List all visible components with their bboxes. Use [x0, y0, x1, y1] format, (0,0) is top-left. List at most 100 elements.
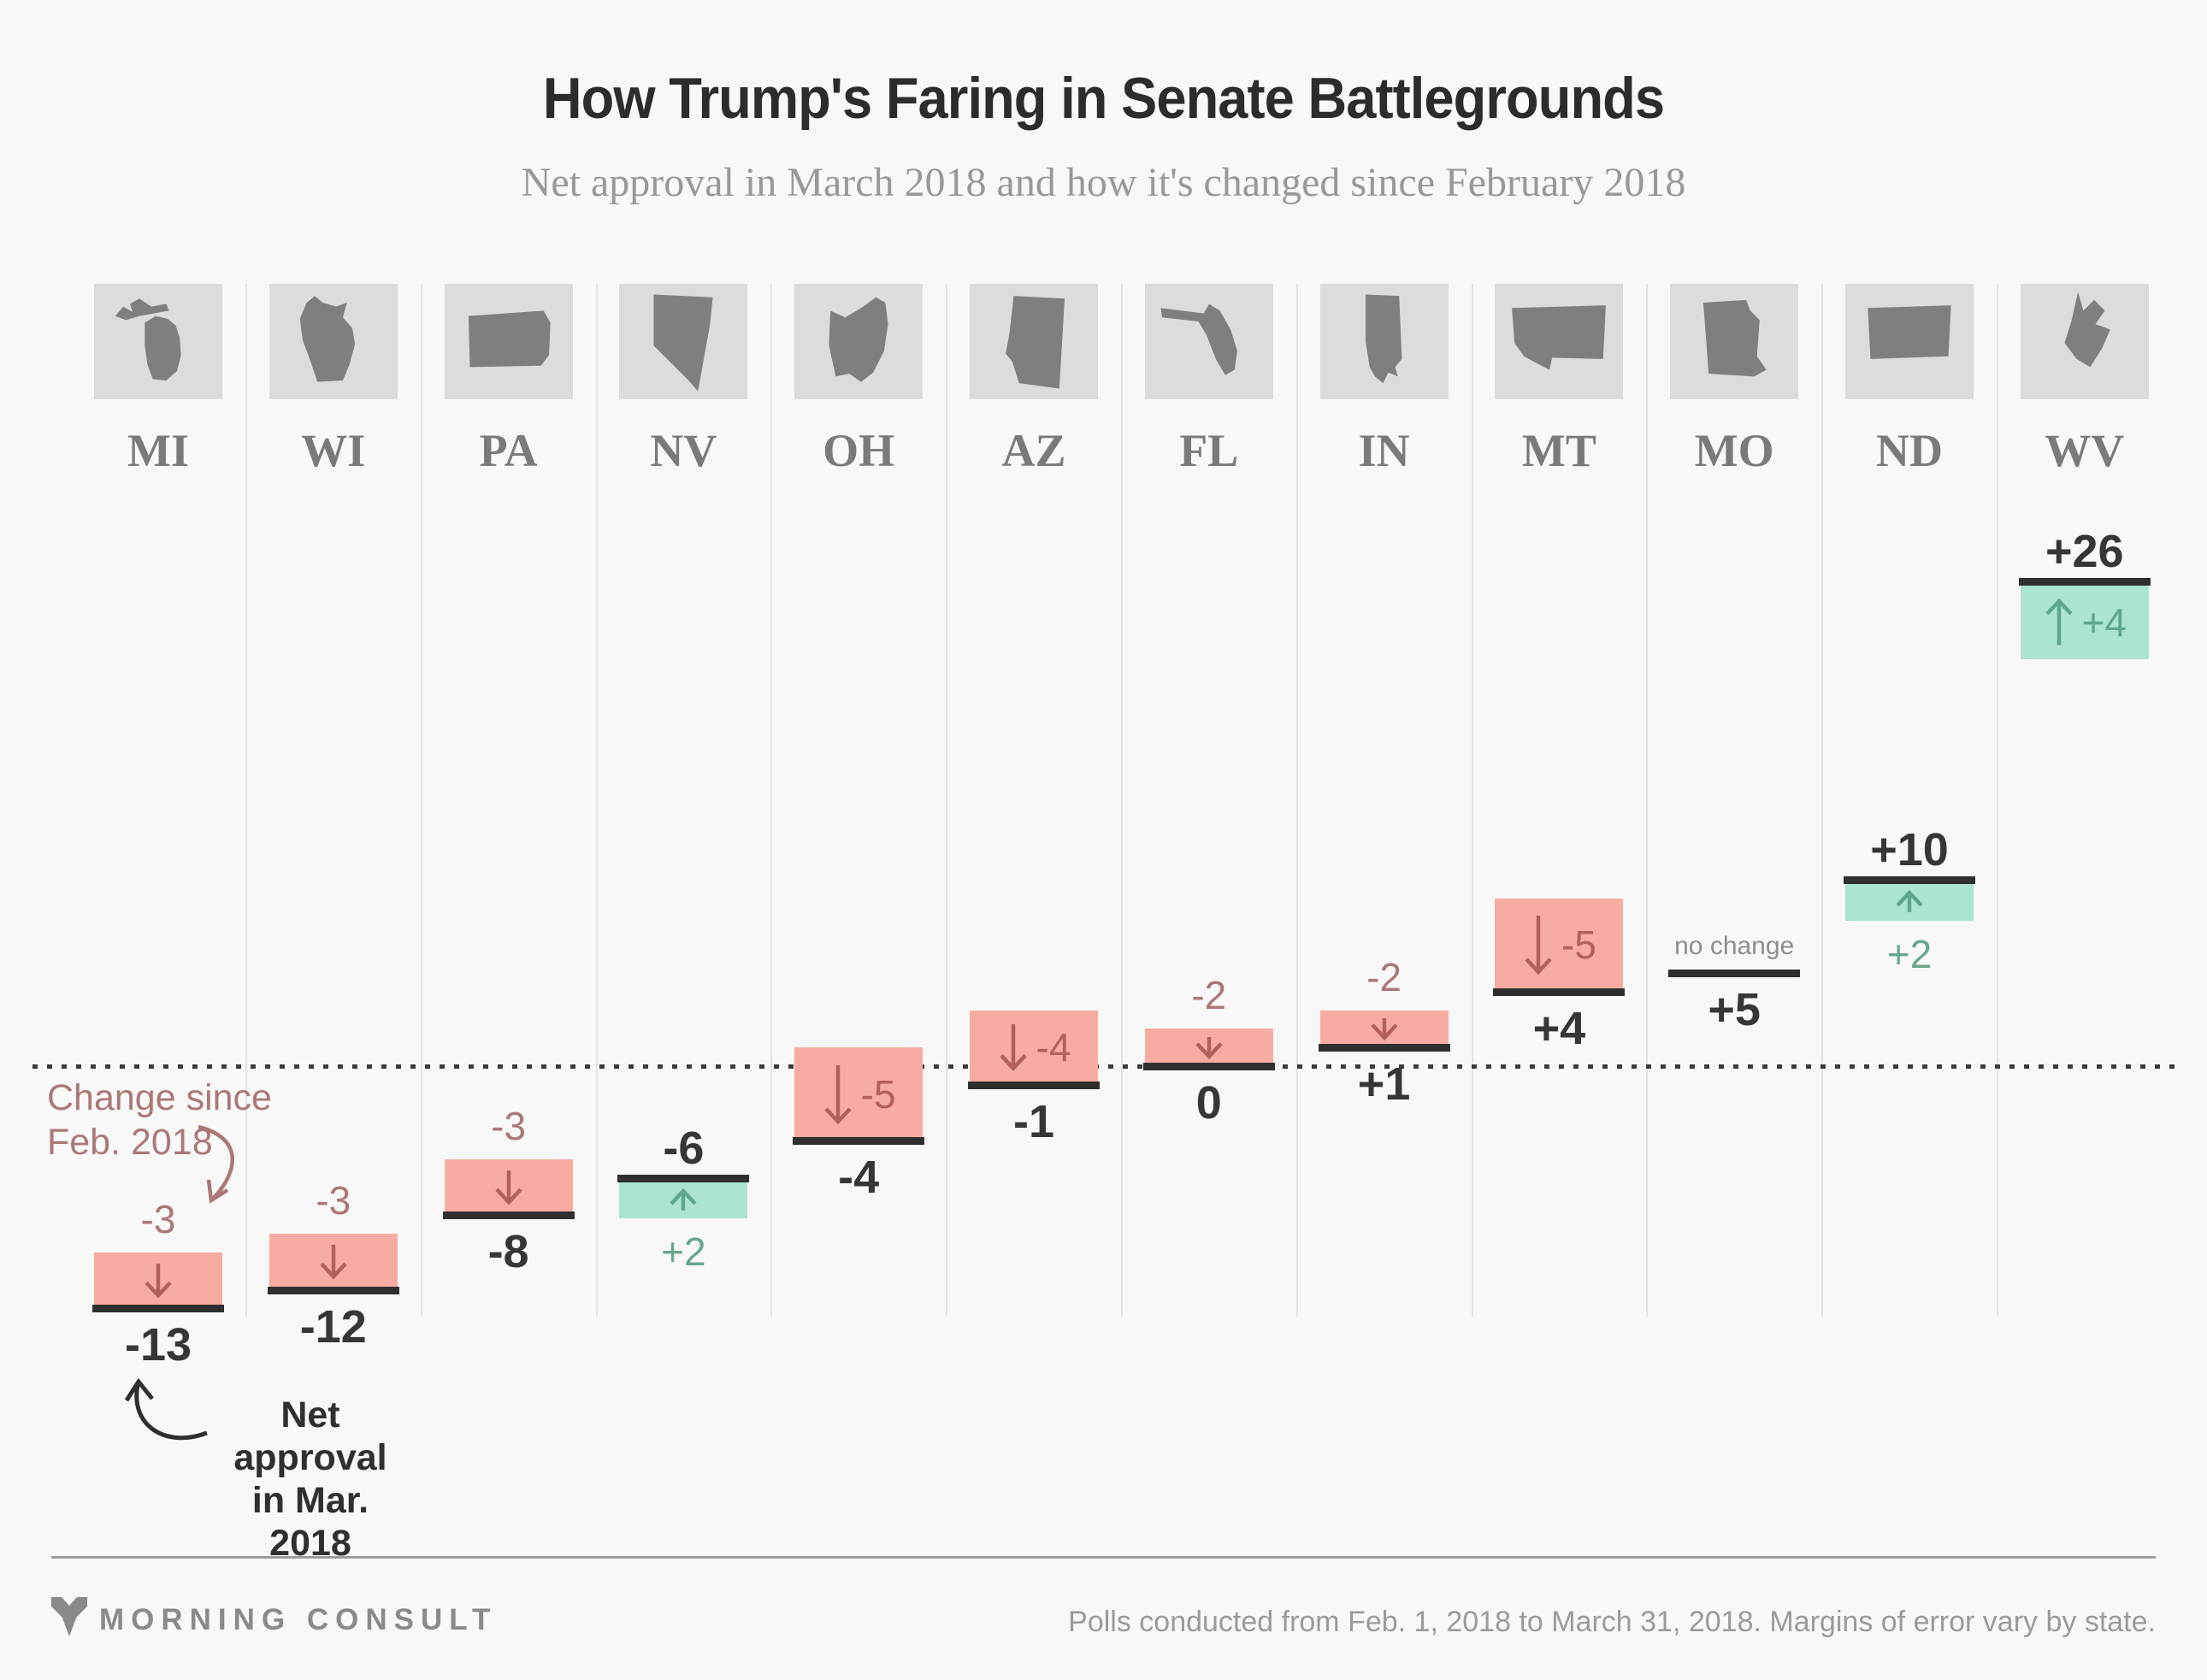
net-approval-line — [2018, 578, 2151, 587]
down-arrow-icon — [824, 1064, 852, 1124]
net-approval-value: -6 — [663, 1122, 705, 1174]
change-bar — [1845, 883, 1974, 921]
michigan-outline — [115, 298, 181, 381]
net-approval-value: -1 — [1012, 1095, 1054, 1147]
brand-name: MORNING CONSULT — [99, 1603, 498, 1636]
indiana-outline — [1365, 294, 1402, 384]
west-virginia-outline — [2064, 292, 2110, 368]
net-approval-value: -12 — [299, 1300, 367, 1353]
source-note: Polls conducted from Feb. 1, 2018 to Mar… — [1068, 1606, 2156, 1638]
column-gridline — [1471, 284, 1473, 1317]
net-approval-value: 0 — [1195, 1077, 1222, 1129]
up-arrow-icon — [2045, 598, 2073, 645]
column-gridline — [946, 284, 948, 1317]
net-approval-line — [92, 1305, 224, 1313]
up-arrow-icon — [1896, 890, 1923, 913]
montana-outline — [1512, 305, 1607, 370]
change-bar — [619, 1181, 748, 1219]
down-arrow-icon — [1525, 916, 1552, 976]
state-icon-mi — [94, 284, 222, 399]
column-gridline — [595, 284, 598, 1317]
column-gridline — [1121, 284, 1123, 1317]
change-bar — [1319, 1010, 1449, 1048]
column-gridline — [770, 284, 773, 1317]
change-value: -4 — [1036, 1025, 1071, 1070]
state-icon-az — [970, 284, 1098, 399]
state-icon-mt — [1495, 284, 1624, 399]
change-value: +4 — [2081, 599, 2127, 645]
up-arrow-icon — [670, 1188, 698, 1211]
net-approval-line — [442, 1211, 575, 1220]
net-approval-value: -4 — [838, 1152, 880, 1204]
net-approval-line — [968, 1081, 1100, 1089]
state-icon-nd — [1845, 284, 1974, 399]
change-bar: -5 — [794, 1047, 924, 1141]
column-gridline — [1295, 284, 1298, 1317]
change-bar: -5 — [1495, 898, 1624, 992]
state-abbr-label: ND — [1876, 425, 1943, 476]
down-arrow-icon — [320, 1245, 347, 1280]
change-bar — [444, 1159, 573, 1216]
state-icon-wi — [268, 284, 398, 399]
florida-outline — [1160, 304, 1237, 375]
column-gridline — [420, 284, 422, 1317]
state-abbr-label: PA — [479, 425, 538, 476]
column-gridline — [245, 284, 247, 1317]
down-arrow-icon — [494, 1170, 522, 1205]
state-icon-nv — [619, 284, 748, 399]
change-bar — [268, 1234, 398, 1290]
net-approval-value: -13 — [124, 1319, 192, 1371]
state-abbr-label: NV — [650, 425, 717, 476]
state-abbr-label: MT — [1521, 425, 1596, 476]
net-approval-line — [1668, 970, 1801, 977]
net-approval-value: +10 — [1870, 824, 1949, 875]
net-approval-line — [793, 1137, 925, 1146]
change-value: +2 — [661, 1229, 706, 1275]
column-gridline — [1646, 284, 1649, 1317]
state-icon-wv — [2020, 284, 2149, 399]
change-value: +2 — [1886, 931, 1933, 976]
change-value: -5 — [1561, 923, 1596, 968]
nevada-outline — [653, 294, 713, 392]
state-abbr-label: IN — [1358, 425, 1410, 476]
change-value: -3 — [316, 1178, 351, 1223]
chart-title: How Trump's Faring in Senate Battlegroun… — [542, 66, 1665, 131]
down-arrow-icon — [1195, 1036, 1223, 1059]
no-change-label: no change — [1674, 932, 1795, 960]
zero-line — [32, 1064, 2175, 1069]
net-approval-value: +1 — [1357, 1058, 1411, 1111]
change-value: -3 — [140, 1197, 176, 1241]
net-approval-value: +26 — [2045, 526, 2124, 578]
down-arrow-icon — [1370, 1018, 1398, 1041]
change-annotation-line1: Change since — [47, 1077, 272, 1118]
down-arrow-icon — [145, 1264, 172, 1299]
change-annotation-line2: Feb. 2018 — [47, 1122, 213, 1163]
arizona-outline — [1006, 296, 1065, 389]
state-icon-mo — [1670, 284, 1799, 399]
change-bar — [94, 1253, 222, 1309]
net-approval-annotation: Net approval in Mar. 2018 — [208, 1394, 413, 1565]
state-icon-fl — [1144, 284, 1273, 399]
change-value: -5 — [860, 1071, 896, 1117]
net-annotation-line2: in Mar. 2018 — [251, 1480, 369, 1564]
net-approval-value: -8 — [487, 1226, 529, 1278]
net-approval-line — [1844, 876, 1975, 884]
net-approval-line — [1318, 1044, 1450, 1052]
change-annotation: Change since Feb. 2018 — [47, 1076, 272, 1164]
column-gridline — [1821, 284, 1824, 1317]
pennsylvania-outline — [468, 310, 551, 368]
state-abbr-label: WI — [301, 425, 366, 476]
net-approval-value: +4 — [1532, 1002, 1586, 1054]
state-icon-pa — [444, 284, 573, 399]
change-value: -2 — [1366, 954, 1402, 999]
change-bar: -4 — [970, 1010, 1098, 1085]
ohio-outline — [829, 297, 888, 382]
state-icon-in — [1319, 284, 1449, 399]
chart-subtitle: Net approval in March 2018 and how it's … — [521, 160, 1686, 205]
footer-divider — [51, 1556, 2156, 1559]
state-abbr-label: WV — [2045, 425, 2125, 476]
morning-consult-logo-icon — [50, 1595, 89, 1644]
change-bar: +4 — [2020, 585, 2149, 660]
north-dakota-outline — [1868, 305, 1951, 359]
